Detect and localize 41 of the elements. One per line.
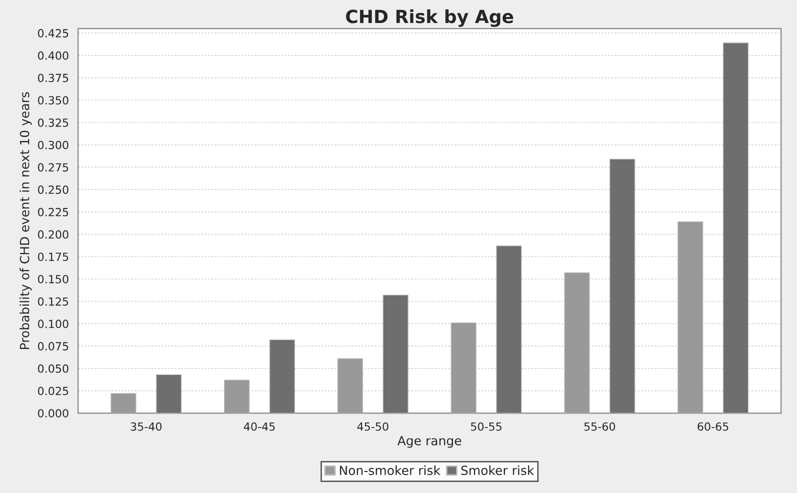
- y-tick-label: 0.300: [38, 140, 68, 150]
- bar: [610, 158, 636, 414]
- bar: [337, 358, 364, 414]
- bar: [678, 221, 704, 414]
- y-tick-label: 0.025: [38, 386, 68, 396]
- legend-label: Non-smoker risk: [340, 465, 440, 476]
- x-tick-label: 55-60: [584, 422, 616, 431]
- y-axis-title: Probability of CHD event in next 10 years: [20, 92, 32, 349]
- y-tick-label: 0.150: [38, 274, 68, 284]
- y-tick-label: 0.200: [38, 230, 68, 239]
- y-tick-label: 0.125: [38, 297, 68, 306]
- bar: [564, 272, 590, 414]
- y-tick-label: 0.050: [38, 364, 68, 373]
- y-tick-label: 0.375: [38, 74, 68, 82]
- legend-label: Smoker risk: [461, 465, 534, 476]
- bar: [722, 42, 749, 414]
- x-axis-title: Age range: [397, 436, 462, 448]
- x-tick-label: 40-45: [244, 422, 275, 431]
- chart-title: CHD Risk by Age: [346, 9, 514, 27]
- y-tick-label: 0.250: [38, 186, 68, 194]
- bar: [224, 380, 250, 414]
- y-tick-label: 0.175: [38, 252, 68, 262]
- y-tick-label: 0.000: [38, 409, 68, 418]
- bar: [496, 246, 522, 414]
- bar: [110, 393, 136, 414]
- y-tick-label: 0.350: [38, 96, 68, 105]
- bar: [450, 322, 476, 414]
- x-tick-label: 45-50: [357, 422, 388, 431]
- y-tick-label: 0.425: [38, 29, 68, 38]
- x-tick-label: 60-65: [698, 422, 728, 431]
- x-tick-label: 35-40: [130, 422, 162, 431]
- y-tick-label: 0.225: [38, 208, 68, 216]
- y-tick-label: 0.100: [38, 320, 68, 328]
- bar: [269, 339, 296, 414]
- bar: [156, 374, 182, 414]
- y-tick-label: 0.275: [38, 163, 68, 172]
- y-tick-label: 0.325: [38, 118, 68, 127]
- y-tick-label: 0.075: [38, 342, 68, 350]
- y-tick-label: 0.400: [38, 51, 68, 60]
- x-tick-label: 50-55: [470, 422, 502, 431]
- bar: [382, 294, 408, 414]
